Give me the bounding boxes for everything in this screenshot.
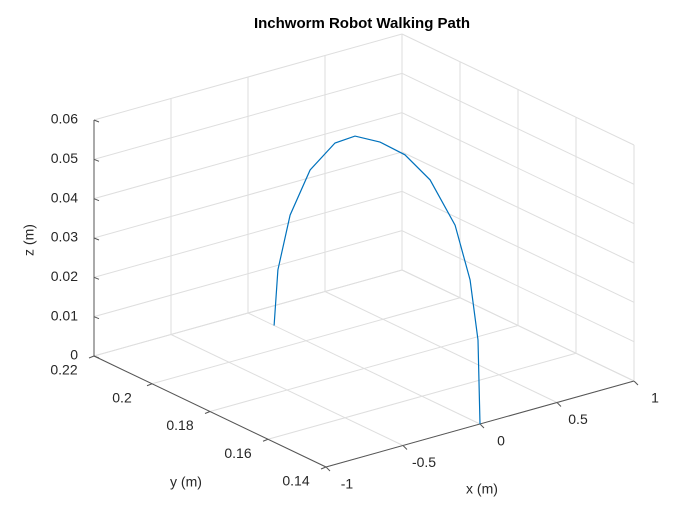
z-axis-label: z (m): [21, 224, 37, 256]
grid-line: [401, 151, 635, 264]
y-tick: [88, 355, 95, 359]
y-tick: [262, 438, 269, 442]
z-tick: [93, 119, 100, 123]
z-tick: [93, 276, 100, 280]
y-tick-label: 0.22: [50, 362, 77, 378]
grid-line: [93, 33, 403, 121]
chart-title: Inchworm Robot Walking Path: [254, 15, 470, 32]
z-tick-label: 0.04: [51, 189, 78, 205]
x-tick-label: -0.5: [412, 454, 436, 470]
y-tick-label: 0.18: [166, 417, 193, 433]
grid-line: [267, 352, 577, 440]
y-tick: [320, 466, 327, 470]
data-line: [273, 135, 481, 425]
x-tick: [633, 380, 639, 386]
x-tick-label: 0: [497, 433, 505, 449]
grid-line: [93, 269, 403, 357]
z-tick-label: 0.02: [51, 268, 78, 284]
x-tick: [325, 466, 331, 472]
y-tick-label: 0.2: [112, 389, 132, 405]
z-tick: [93, 237, 100, 241]
grid-line: [93, 190, 403, 278]
y-tick-label: 0.14: [282, 473, 309, 489]
grid-line: [401, 190, 635, 303]
grid-line: [151, 297, 461, 385]
grid-line: [401, 269, 635, 382]
x-tick: [479, 423, 485, 429]
y-tick: [204, 411, 211, 414]
grid-line: [93, 112, 403, 200]
grid-line: [93, 72, 403, 160]
y-axis: [93, 355, 327, 468]
grid-line: [401, 33, 635, 146]
y-tick: [146, 383, 153, 387]
z-tick-label: 0.01: [51, 307, 78, 323]
grid-line: [93, 151, 403, 239]
z-tick: [93, 158, 100, 162]
grid-line: [401, 230, 635, 343]
z-tick-label: 0.03: [51, 229, 78, 245]
z-tick: [93, 198, 100, 202]
z-tick-label: 0.06: [51, 111, 78, 127]
z-tick: [93, 316, 100, 320]
z-tick-label: 0.05: [51, 150, 78, 166]
grid-line: [209, 325, 519, 412]
x-tick-label: -1: [341, 476, 354, 492]
y-axis-label: y (m): [170, 474, 202, 490]
grid-line: [401, 72, 635, 185]
x-tick: [556, 402, 562, 407]
y-tick-label: 0.16: [224, 445, 251, 461]
x-tick-label: 1: [651, 390, 659, 406]
x-tick: [402, 445, 408, 450]
grid-line: [401, 112, 635, 225]
z-tick-label: 0: [70, 347, 78, 363]
x-axis-label: x (m): [466, 481, 498, 497]
grid-line: [93, 230, 403, 318]
x-tick-label: 0.5: [568, 411, 588, 427]
